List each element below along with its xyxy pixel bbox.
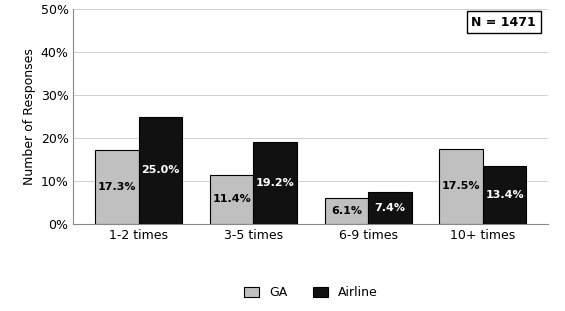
Text: N = 1471: N = 1471 (471, 16, 536, 29)
Text: 13.4%: 13.4% (485, 190, 524, 200)
Bar (368, 192, 412, 224)
Bar (483, 166, 527, 224)
Text: 6.1%: 6.1% (331, 206, 362, 216)
Text: 19.2%: 19.2% (256, 178, 294, 188)
Bar (253, 142, 297, 224)
Bar (210, 175, 253, 224)
Text: 11.4%: 11.4% (212, 194, 251, 204)
Text: 25.0%: 25.0% (141, 165, 180, 175)
Bar (439, 149, 483, 224)
Bar (138, 117, 182, 224)
Text: 7.4%: 7.4% (375, 203, 406, 213)
Bar (324, 198, 368, 224)
Legend: GA, Airline: GA, Airline (244, 286, 377, 299)
Bar (95, 150, 138, 224)
Y-axis label: Number of Responses: Number of Responses (23, 48, 36, 185)
Text: 17.5%: 17.5% (442, 181, 480, 191)
Text: 17.3%: 17.3% (98, 182, 136, 192)
